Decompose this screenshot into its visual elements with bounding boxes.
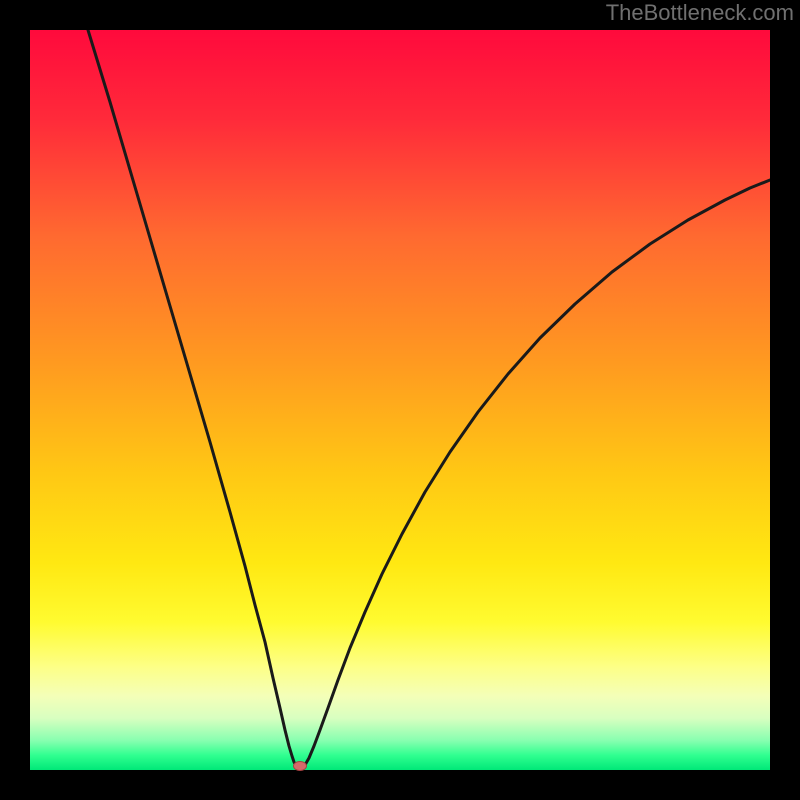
curve-layer	[30, 30, 770, 770]
plot-area	[30, 30, 770, 770]
chart-container: TheBottleneck.com	[0, 0, 800, 800]
optimal-point-marker	[293, 761, 307, 771]
bottleneck-curve	[88, 30, 770, 770]
watermark-text: TheBottleneck.com	[606, 0, 794, 26]
